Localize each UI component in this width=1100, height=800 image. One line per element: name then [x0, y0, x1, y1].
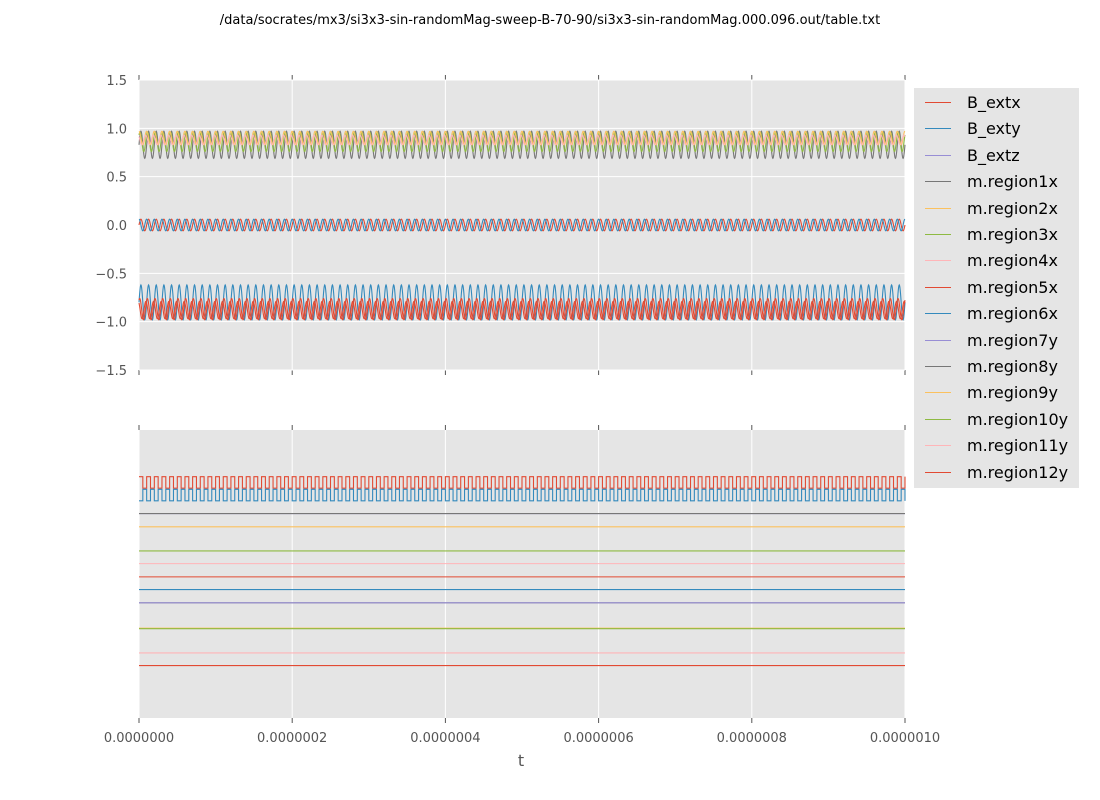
- legend-swatch: [925, 418, 951, 420]
- legend-label: m.region4x: [967, 251, 1058, 271]
- legend-label: m.region1x: [967, 172, 1058, 192]
- upper-panel: 1.5 1.0 0.5 0.0 −0.5 −1.0 −1.5: [95, 74, 906, 379]
- legend-label: m.region8y: [967, 357, 1058, 376]
- legend-swatch: [925, 339, 951, 341]
- legend-entry: m.region8y: [914, 354, 1079, 380]
- legend-label: m.region5x: [967, 277, 1058, 297]
- y-tick-label: 1.5: [106, 74, 127, 89]
- y-tick-label: −1.5: [95, 364, 127, 379]
- legend-entry: m.region9y: [914, 380, 1079, 406]
- legend-swatch: [925, 471, 951, 473]
- x-tick-label: 0.0000004: [410, 731, 480, 746]
- legend-swatch: [925, 181, 951, 183]
- y-tick-label: 0.5: [106, 171, 127, 186]
- legend-label: m.region11y: [967, 436, 1069, 456]
- legend-label: B_extz: [967, 145, 1020, 165]
- legend-label: m.region12y: [967, 462, 1069, 482]
- series-line-m-region12y: [138, 300, 906, 320]
- plot-background: [139, 430, 905, 718]
- legend-label: m.region10y: [967, 409, 1069, 429]
- legend-entry: m.region3x: [914, 222, 1079, 248]
- legend-entry: m.region12y: [914, 460, 1079, 486]
- y-tick-label: 1.0: [106, 122, 127, 137]
- legend-entry: B_extx: [914, 90, 1079, 116]
- legend-swatch: [925, 102, 951, 103]
- series-line-m-region12y: [139, 476, 906, 489]
- legend: B_extx B_exty B_extz m.region1x m.region2x m.…: [914, 88, 1079, 488]
- legend-swatch: [925, 260, 951, 262]
- legend-entry: m.region7y: [914, 328, 1079, 354]
- series-line-m-region1x: [138, 130, 906, 160]
- x-tick-label: 0.0000008: [717, 731, 787, 746]
- legend-label: m.region9y: [967, 383, 1058, 403]
- chart-title: /data/socrates/mx3/si3x3-sin-randomMag-s…: [219, 13, 881, 28]
- x-tick-label: 0.0000002: [257, 731, 327, 746]
- y-tick-label: 0.0: [106, 219, 127, 234]
- legend-swatch: [925, 445, 951, 447]
- series-line-b-exty: [138, 218, 906, 232]
- series-line-m-region5x: [138, 297, 906, 321]
- legend-entry: m.region4x: [914, 248, 1079, 274]
- x-tick-label: 0.0000010: [870, 731, 940, 746]
- x-tick-label: 0.0000006: [563, 731, 633, 746]
- legend-swatch: [925, 313, 951, 315]
- y-tick-label: −0.5: [95, 267, 127, 282]
- legend-swatch: [925, 392, 951, 394]
- legend-entry: m.region10y: [914, 407, 1079, 433]
- series-line-m-region4x: [138, 134, 906, 146]
- legend-entry: m.region1x: [914, 169, 1079, 195]
- lower-panel: 0.0000000 0.0000002 0.0000004 0.0000006 0.00…: [104, 425, 940, 746]
- series-line-m-region2x: [138, 130, 906, 146]
- legend-swatch: [925, 234, 951, 235]
- legend-entry: B_extz: [914, 143, 1079, 169]
- series-line-b-exty: [139, 488, 906, 502]
- legend-label: m.region2x: [967, 198, 1058, 218]
- legend-swatch: [925, 207, 951, 209]
- legend-entry: m.region5x: [914, 275, 1079, 301]
- legend-label: B_extx: [967, 93, 1021, 112]
- y-tick-label: −1.0: [95, 316, 127, 331]
- legend-entry: m.region2x: [914, 196, 1079, 222]
- series-line-b-extx: [138, 218, 906, 232]
- legend-entry: B_exty: [914, 116, 1079, 142]
- legend-entry: m.region6x: [914, 301, 1079, 327]
- legend-swatch: [925, 366, 951, 367]
- legend-entry: m.region11y: [914, 433, 1079, 459]
- legend-label: m.region7y: [967, 330, 1058, 350]
- legend-label: m.region6x: [967, 304, 1058, 324]
- legend-swatch: [925, 154, 951, 156]
- legend-swatch: [925, 128, 951, 130]
- x-tick-label: 0.0000000: [104, 731, 174, 746]
- legend-label: B_exty: [967, 119, 1021, 139]
- legend-label: m.region3x: [967, 225, 1058, 244]
- x-axis-label: t: [518, 751, 524, 770]
- legend-swatch: [925, 286, 951, 288]
